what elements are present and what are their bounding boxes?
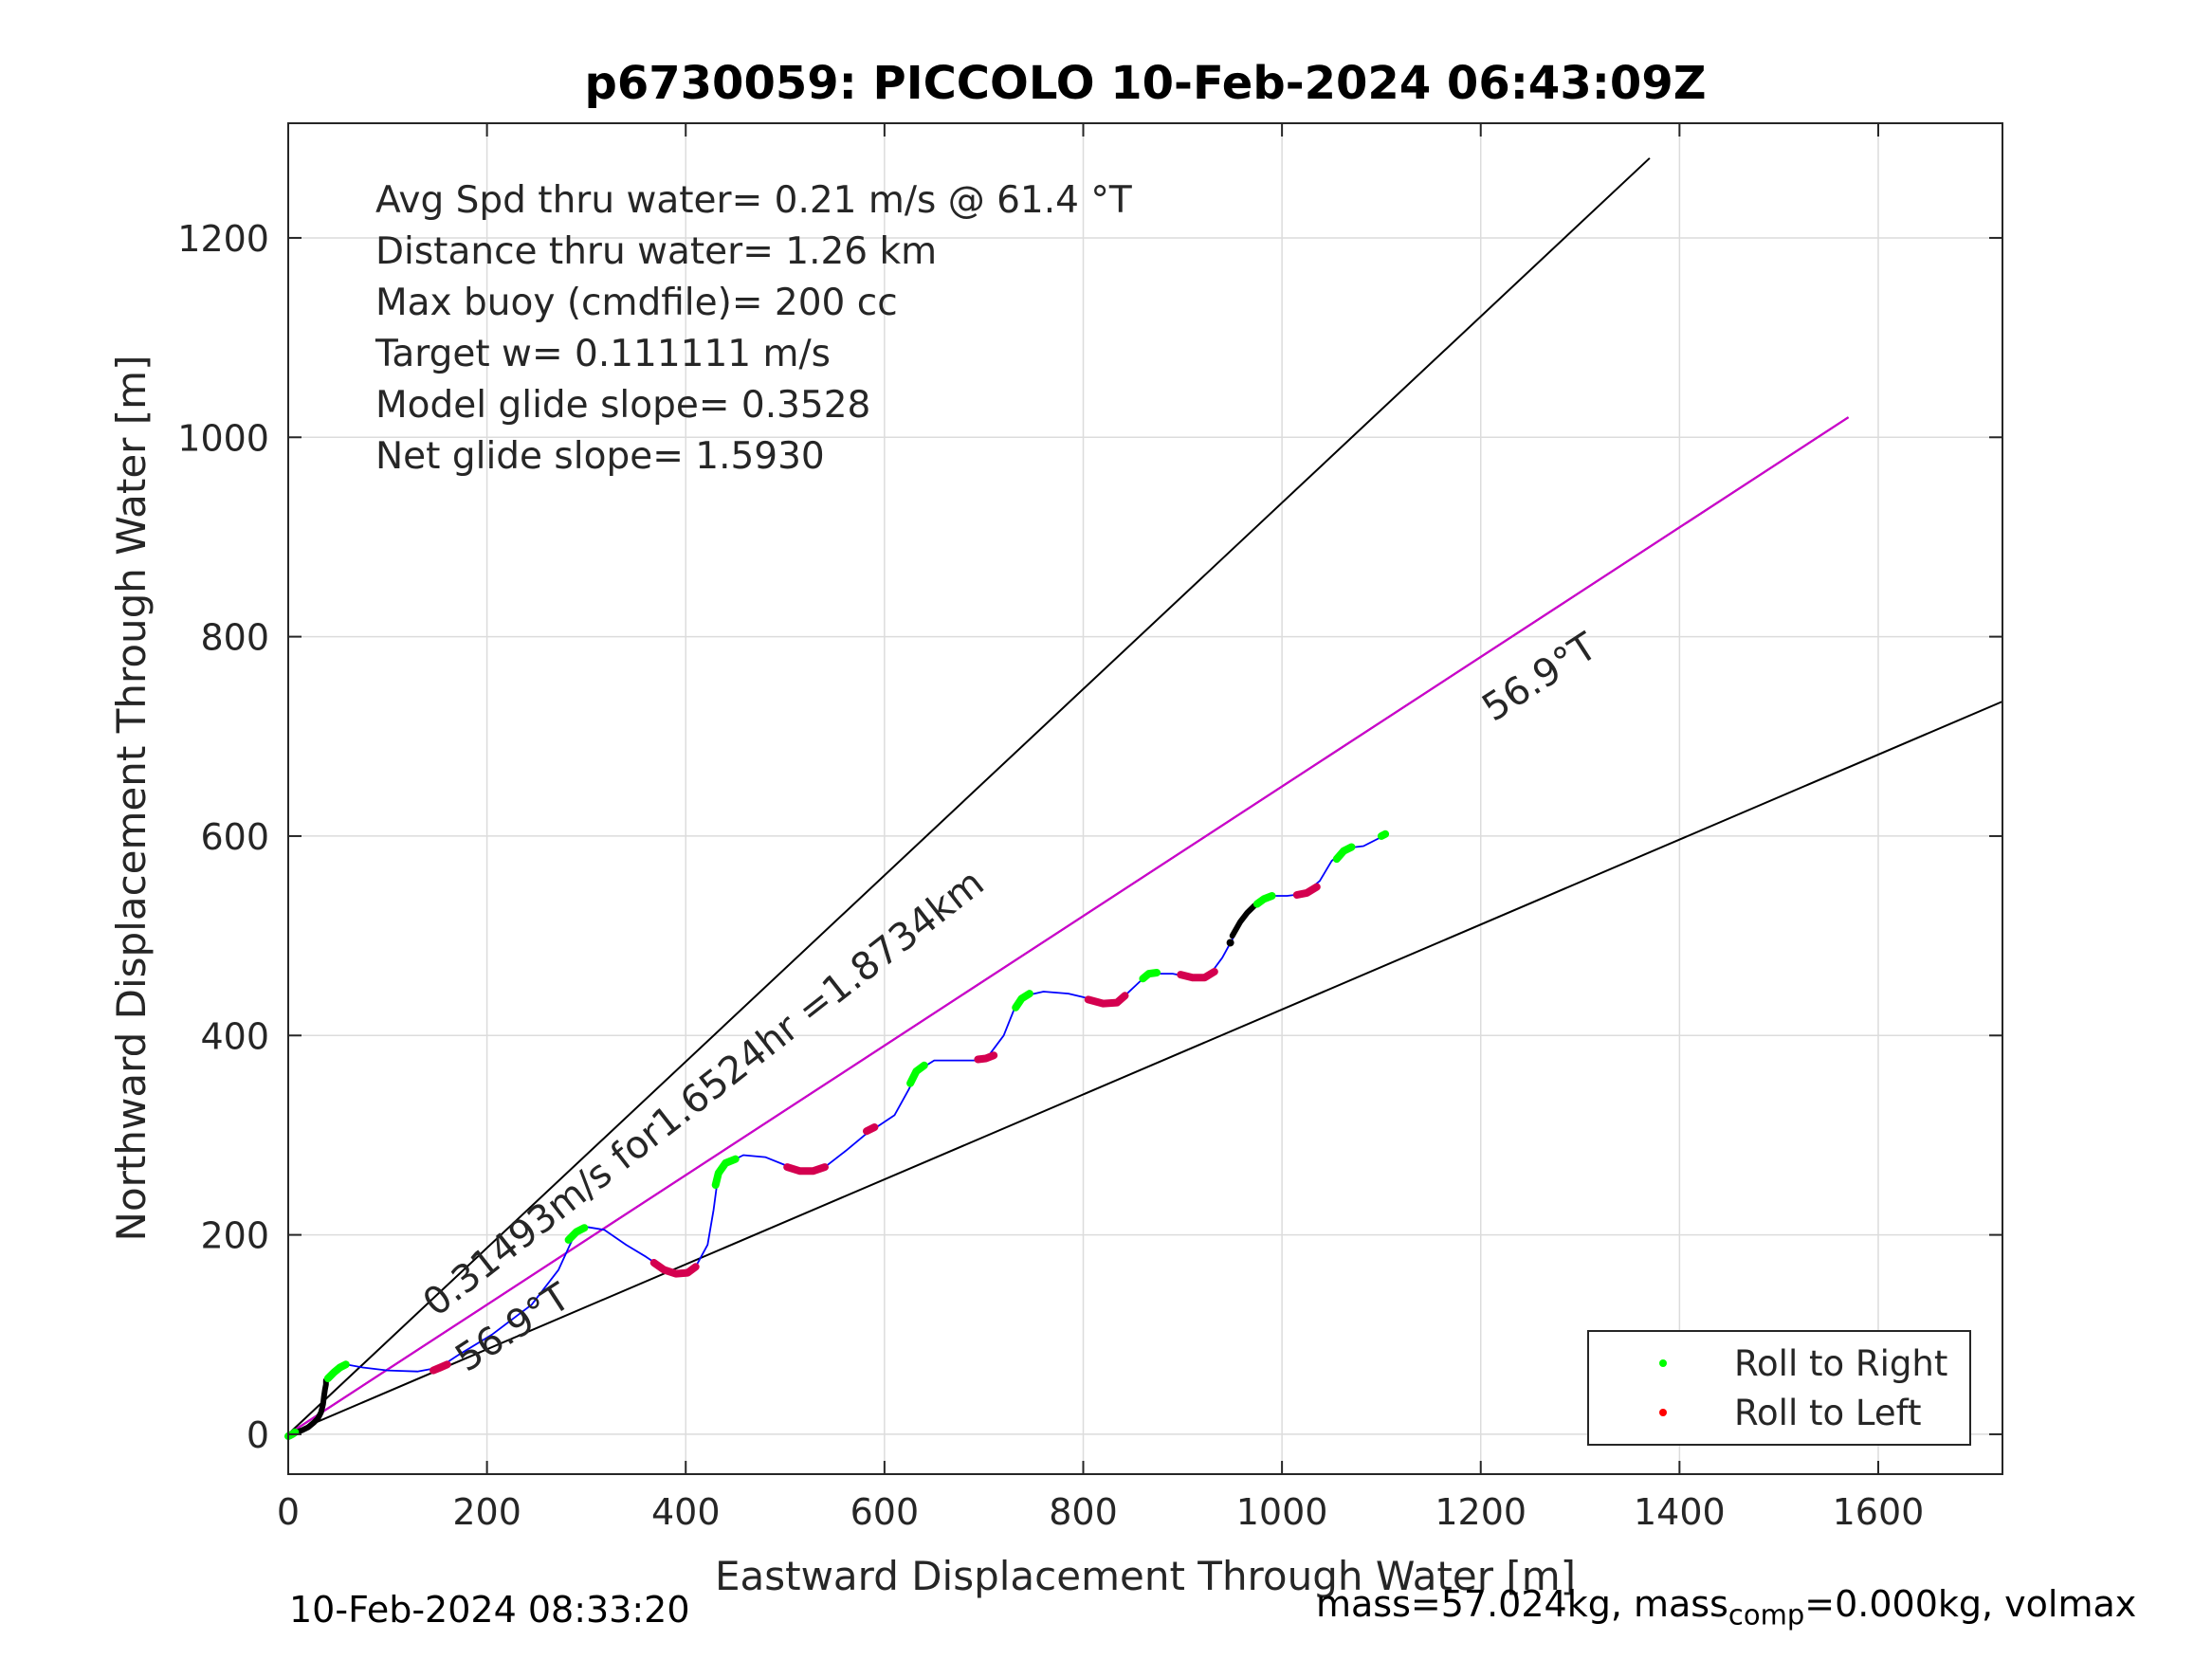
roll-left-segment [1084, 992, 1129, 1008]
y-tick-label: 0 [247, 1414, 269, 1456]
roll-left-segment [649, 1259, 700, 1278]
roll-right-segment [711, 1155, 740, 1189]
info-line: Net glide slope= 1.5930 [375, 435, 825, 478]
x-tick-label: 400 [651, 1491, 721, 1533]
info-line: Target w= 0.111111 m/s [375, 333, 831, 375]
legend: Roll to Right Roll to Left [1587, 1330, 1971, 1446]
legend-label-left: Roll to Left [1734, 1393, 1922, 1433]
roll-left-segment [783, 1163, 829, 1176]
x-tick-label: 1000 [1236, 1491, 1328, 1533]
roll-right-segment [564, 1224, 589, 1244]
roll-right-segment [1332, 843, 1356, 864]
track-marker [1226, 939, 1234, 947]
x-tick-label: 1600 [1833, 1491, 1925, 1533]
x-tick-label: 0 [277, 1491, 300, 1533]
x-tick-label: 600 [850, 1491, 920, 1533]
x-tick-label: 1400 [1634, 1491, 1726, 1533]
plot-frame [287, 122, 2003, 1475]
y-axis-label: Northward Displacement Through Water [m] [108, 356, 155, 1242]
chart-title: p6730059: PICCOLO 10-Feb-2024 06:43:09Z [584, 57, 1706, 110]
start-cluster [287, 1377, 329, 1439]
reference-lines [287, 157, 2003, 1435]
x-axis-label: Eastward Displacement Through Water [m] [715, 1553, 1576, 1599]
roll-right-segment [1139, 969, 1161, 983]
mass-prefix: mass=57.024kg, mass [1316, 1583, 1728, 1625]
info-line: Model glide slope= 0.3528 [375, 384, 870, 427]
y-tick-label: 1200 [177, 218, 269, 260]
x-tick-label: 200 [452, 1491, 521, 1533]
info-block: Avg Spd thru water= 0.21 m/s @ 61.4 °T D… [375, 179, 1132, 478]
current-annotation: 0.31493m/s for1.6524hr =1.8734km [415, 861, 993, 1325]
y-tick-label: 800 [200, 617, 269, 659]
mass-suffix: =0.000kg, volmax [1804, 1583, 2137, 1625]
roll-right-segment [906, 1061, 928, 1087]
series [284, 830, 1390, 1440]
roll-left-segment [1292, 883, 1321, 899]
y-tick-label: 600 [200, 816, 269, 858]
roll-right-segment [1377, 830, 1390, 840]
legend-marker-right [1659, 1359, 1667, 1367]
y-tick-label: 200 [200, 1215, 269, 1257]
footer-timestamp: 10-Feb-2024 08:33:20 [289, 1589, 690, 1631]
roll-left-segment [430, 1360, 451, 1375]
info-line: Avg Spd thru water= 0.21 m/s @ 61.4 °T [375, 179, 1132, 222]
info-line: Max buoy (cmdfile)= 200 cc [375, 282, 898, 324]
legend-box [1587, 1330, 1971, 1446]
reference-line [287, 157, 1651, 1435]
info-line: Distance thru water= 1.26 km [375, 230, 937, 273]
reference-line [287, 416, 1850, 1435]
mass-subscript: comp [1728, 1598, 1805, 1632]
reference-line [287, 701, 2003, 1435]
roll-left-segment [1177, 968, 1218, 982]
roll-left-segment [863, 1123, 879, 1136]
legend-marker-left [1659, 1409, 1667, 1416]
grid [287, 123, 2002, 1474]
legend-label-right: Roll to Right [1734, 1343, 1947, 1384]
roll-right-segment [1252, 892, 1276, 908]
heading-annotation-far: 56.9°T [1474, 625, 1604, 731]
y-tick-label: 1000 [177, 417, 269, 459]
x-tick-label: 800 [1049, 1491, 1118, 1533]
x-tick-label: 1200 [1435, 1491, 1526, 1533]
track-line [287, 833, 1386, 1435]
roll-left-segment [974, 1051, 998, 1064]
roll-right-segment [1012, 990, 1033, 1012]
y-tick-label: 400 [200, 1015, 269, 1057]
footer-mass: mass=57.024kg, masscomp=0.000kg, volmax [1316, 1583, 2136, 1632]
ticks: 0 200 400 600 800 1000 1200 1400 1600 0 200 400 600 8… [177, 123, 2002, 1533]
roll-right-segment [323, 1360, 350, 1382]
